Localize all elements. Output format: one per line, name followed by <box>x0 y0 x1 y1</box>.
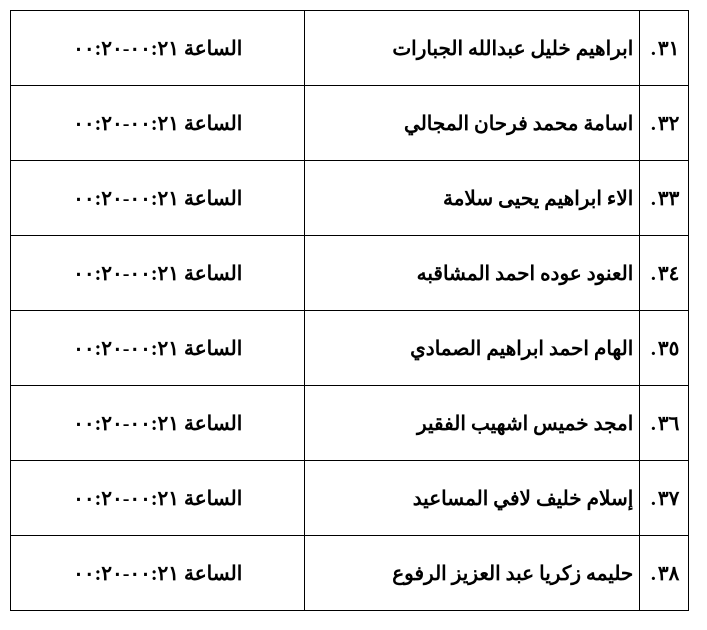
time-label: الساعة <box>184 263 242 285</box>
row-number-cell: ٣٦. <box>640 386 689 461</box>
time-label: الساعة <box>184 563 242 585</box>
time-value: ١٢:٠٠-٠٢:٠٠ <box>73 263 179 285</box>
time-cell: الساعة ١٢:٠٠-٠٢:٠٠ <box>11 11 305 86</box>
row-number-dot: . <box>651 113 656 136</box>
person-name: العنود عوده احمد المشاقبه <box>417 263 634 285</box>
row-number-cell: ٣١. <box>640 11 689 86</box>
row-number: ٣٦ <box>658 411 679 436</box>
time-label: الساعة <box>184 113 242 135</box>
row-number-cell: ٣٣. <box>640 161 689 236</box>
person-name: الاء ابراهيم يحيى سلامة <box>443 188 633 210</box>
schedule-table: ٣١. ابراهيم خليل عبدالله الجبارات الساعة ١… <box>10 10 689 611</box>
row-number-cell: ٣٢. <box>640 86 689 161</box>
person-name: الهام احمد ابراهيم الصمادي <box>410 338 633 360</box>
time-value: ١٢:٠٠-٠٢:٠٠ <box>73 38 179 60</box>
time-value: ١٢:٠٠-٠٢:٠٠ <box>73 563 179 585</box>
row-number: ٣٢ <box>658 111 679 136</box>
table-row: ٣٣. الاء ابراهيم يحيى سلامة الساعة ١٢:٠٠-٠… <box>11 161 689 236</box>
time-cell: الساعة ١٢:٠٠-٠٢:٠٠ <box>11 386 305 461</box>
time-cell: الساعة ١٢:٠٠-٠٢:٠٠ <box>11 161 305 236</box>
time-cell: الساعة ١٢:٠٠-٠٢:٠٠ <box>11 86 305 161</box>
time-value: ١٢:٠٠-٠٢:٠٠ <box>73 188 179 210</box>
person-name: اسامة محمد فرحان المجالي <box>404 113 633 135</box>
name-cell: إسلام خليف لافي المساعيد <box>305 461 640 536</box>
time-cell: الساعة ١٢:٠٠-٠٢:٠٠ <box>11 461 305 536</box>
time-value: ١٢:٠٠-٠٢:٠٠ <box>73 338 179 360</box>
row-number-dot: . <box>651 188 656 211</box>
row-number-dot: . <box>651 413 656 436</box>
table-row: ٣٥. الهام احمد ابراهيم الصمادي الساعة ١٢:٠… <box>11 311 689 386</box>
name-cell: ابراهيم خليل عبدالله الجبارات <box>305 11 640 86</box>
time-value: ١٢:٠٠-٠٢:٠٠ <box>73 413 179 435</box>
row-number-dot: . <box>651 338 656 361</box>
row-number-cell: ٣٨. <box>640 536 689 611</box>
time-cell: الساعة ١٢:٠٠-٠٢:٠٠ <box>11 311 305 386</box>
row-number: ٣١ <box>658 36 679 61</box>
row-number: ٣٨ <box>658 561 679 586</box>
row-number-cell: ٣٤. <box>640 236 689 311</box>
person-name: امجد خميس اشهيب الفقير <box>417 413 633 435</box>
time-label: الساعة <box>184 188 242 210</box>
name-cell: امجد خميس اشهيب الفقير <box>305 386 640 461</box>
time-label: الساعة <box>184 488 242 510</box>
name-cell: حليمه زكريا عبد العزيز الرفوع <box>305 536 640 611</box>
row-number-dot: . <box>651 263 656 286</box>
table-body: ٣١. ابراهيم خليل عبدالله الجبارات الساعة ١… <box>11 11 689 611</box>
time-cell: الساعة ١٢:٠٠-٠٢:٠٠ <box>11 536 305 611</box>
table-row: ٣٦. امجد خميس اشهيب الفقير الساعة ١٢:٠٠-٠٢… <box>11 386 689 461</box>
person-name: ابراهيم خليل عبدالله الجبارات <box>392 38 633 60</box>
name-cell: الاء ابراهيم يحيى سلامة <box>305 161 640 236</box>
person-name: إسلام خليف لافي المساعيد <box>413 488 634 510</box>
table-row: ٣٤. العنود عوده احمد المشاقبه الساعة ١٢:٠٠… <box>11 236 689 311</box>
row-number: ٣٤ <box>658 261 679 286</box>
name-cell: الهام احمد ابراهيم الصمادي <box>305 311 640 386</box>
row-number-dot: . <box>651 563 656 586</box>
table-row: ٣٢. اسامة محمد فرحان المجالي الساعة ١٢:٠٠-… <box>11 86 689 161</box>
time-value: ١٢:٠٠-٠٢:٠٠ <box>73 113 179 135</box>
table-row: ٣١. ابراهيم خليل عبدالله الجبارات الساعة ١… <box>11 11 689 86</box>
person-name: حليمه زكريا عبد العزيز الرفوع <box>392 563 633 585</box>
table-row: ٣٨. حليمه زكريا عبد العزيز الرفوع الساعة ١… <box>11 536 689 611</box>
row-number-dot: . <box>651 38 656 61</box>
row-number-cell: ٣٥. <box>640 311 689 386</box>
name-cell: اسامة محمد فرحان المجالي <box>305 86 640 161</box>
row-number-dot: . <box>651 488 656 511</box>
table-row: ٣٧. إسلام خليف لافي المساعيد الساعة ١٢:٠٠-… <box>11 461 689 536</box>
time-cell: الساعة ١٢:٠٠-٠٢:٠٠ <box>11 236 305 311</box>
time-label: الساعة <box>184 38 242 60</box>
row-number: ٣٥ <box>658 336 679 361</box>
time-value: ١٢:٠٠-٠٢:٠٠ <box>73 488 179 510</box>
time-label: الساعة <box>184 413 242 435</box>
time-label: الساعة <box>184 338 242 360</box>
row-number-cell: ٣٧. <box>640 461 689 536</box>
row-number: ٣٣ <box>658 186 679 211</box>
row-number: ٣٧ <box>658 486 679 511</box>
name-cell: العنود عوده احمد المشاقبه <box>305 236 640 311</box>
